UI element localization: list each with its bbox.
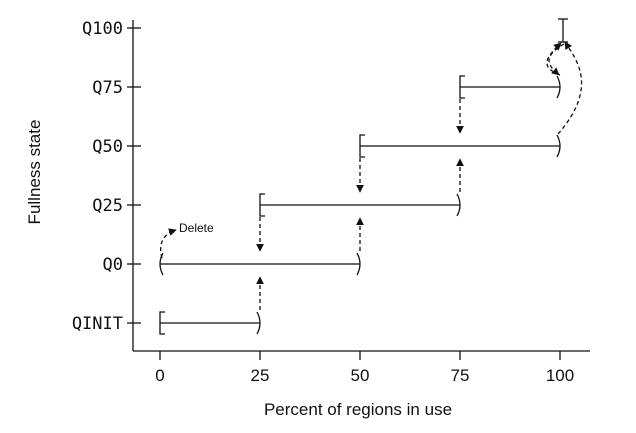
range-q50: [359, 134, 561, 158]
state-transitions: [256, 41, 583, 310]
range-open-bracket: [459, 75, 465, 99]
x-tick-label: 75: [451, 366, 470, 385]
range-close-paren: [256, 311, 261, 335]
transition-down-arrow: [548, 43, 565, 76]
y-tick-label: Q0: [103, 255, 123, 275]
range-q100: [558, 18, 568, 43]
range-open-bracket: [259, 193, 265, 217]
x-axis-ticks: 0 25 50 75 100: [155, 351, 574, 385]
y-axis-title: Fullness state: [25, 120, 44, 225]
delete-label: Delete: [179, 221, 214, 235]
range-close-paren: [456, 193, 461, 217]
y-axis-ticks: QINIT Q0 Q25 Q50 Q75 Q100: [72, 19, 141, 334]
x-axis-title: Percent of regions in use: [264, 400, 452, 419]
delete-arrow: [160, 228, 177, 259]
y-tick-label: Q100: [82, 19, 123, 39]
x-tick-label: 100: [546, 366, 574, 385]
range-close-paren: [556, 75, 561, 99]
range-open-bracket: [159, 311, 165, 335]
y-tick-label: QINIT: [72, 314, 123, 334]
range-qinit: [159, 311, 261, 335]
range-q75: [459, 75, 561, 99]
x-tick-label: 50: [351, 366, 370, 385]
x-tick-label: 0: [155, 366, 164, 385]
x-tick-label: 25: [251, 366, 270, 385]
y-tick-label: Q25: [92, 196, 123, 216]
transition-up-arrow: [557, 41, 583, 135]
y-tick-label: Q50: [92, 137, 123, 157]
range-open-paren: [159, 252, 164, 276]
range-close-paren: [556, 134, 561, 158]
range-q0: [159, 252, 361, 276]
state-ranges: [159, 18, 568, 335]
transition-up-arrow: [546, 42, 562, 76]
range-open-bracket: [359, 134, 365, 158]
range-q25: [259, 193, 461, 217]
y-tick-label: Q75: [92, 78, 123, 98]
range-close-paren: [356, 252, 361, 276]
